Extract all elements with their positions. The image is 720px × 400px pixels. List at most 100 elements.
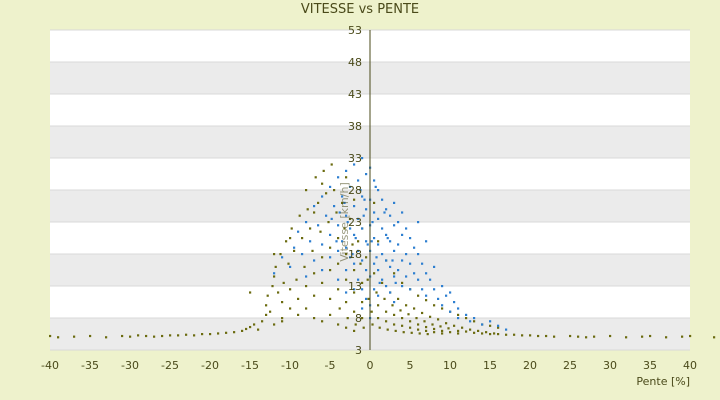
point-series-1: [297, 297, 300, 300]
point-series-1: [305, 189, 308, 192]
point-series-2: [289, 265, 292, 268]
point-series-2: [441, 304, 444, 307]
point-series-2: [353, 163, 356, 166]
x-tick-label: -25: [161, 359, 179, 372]
point-series-2: [393, 224, 396, 227]
point-series-1: [57, 336, 60, 339]
point-series-1: [713, 336, 716, 339]
point-series-1: [314, 176, 317, 179]
x-tick-label: 5: [407, 359, 414, 372]
point-series-2: [370, 240, 373, 243]
point-series-2: [393, 301, 396, 304]
point-series-1: [493, 332, 496, 335]
point-series-1: [405, 304, 408, 307]
point-series-2: [361, 259, 364, 262]
point-series-1: [281, 317, 284, 320]
point-series-1: [417, 328, 420, 331]
point-series-1: [361, 301, 364, 304]
point-series-1: [401, 317, 404, 320]
point-series-1: [513, 333, 516, 336]
point-series-1: [345, 176, 348, 179]
point-series-1: [353, 291, 356, 294]
point-series-2: [374, 185, 377, 188]
point-series-1: [537, 334, 540, 338]
point-series-2: [445, 294, 448, 297]
point-series-1: [295, 278, 298, 281]
point-series-2: [357, 217, 360, 220]
point-series-1: [413, 307, 416, 310]
point-series-2: [351, 253, 354, 256]
point-series-2: [297, 230, 300, 233]
point-series-1: [625, 336, 628, 339]
point-series-1: [287, 262, 290, 265]
point-series-1: [409, 326, 412, 329]
point-series-1: [313, 272, 316, 275]
point-series-1: [353, 198, 356, 201]
point-series-2: [425, 240, 428, 243]
point-series-2: [325, 214, 328, 217]
y-tick-label: 23: [348, 216, 362, 229]
point-series-2: [391, 259, 394, 262]
point-series-1: [365, 256, 368, 259]
point-series-1: [377, 240, 380, 243]
point-series-1: [343, 227, 346, 230]
x-tick-label: 35: [643, 359, 657, 372]
point-series-1: [306, 208, 309, 211]
point-series-1: [445, 322, 448, 325]
point-series-1: [425, 299, 428, 302]
point-series-1: [681, 335, 684, 338]
point-series-2: [375, 256, 378, 259]
point-series-1: [285, 240, 288, 243]
point-series-2: [393, 249, 396, 252]
point-series-2: [353, 288, 356, 291]
point-series-1: [407, 313, 410, 316]
point-series-1: [497, 333, 500, 336]
point-series-1: [410, 331, 413, 334]
point-series-1: [290, 227, 293, 230]
point-series-2: [345, 246, 348, 249]
point-series-1: [481, 332, 484, 335]
point-series-1: [361, 317, 364, 320]
point-series-2: [362, 214, 365, 217]
point-series-2: [293, 246, 296, 249]
point-series-2: [377, 269, 380, 272]
point-series-1: [273, 323, 276, 326]
point-series-1: [353, 310, 356, 313]
point-series-2: [377, 189, 380, 192]
point-series-1: [249, 325, 252, 329]
point-series-1: [383, 297, 386, 300]
point-series-1: [359, 262, 362, 265]
point-series-2: [365, 240, 368, 243]
point-series-1: [465, 330, 468, 333]
data-points: [49, 157, 716, 339]
point-series-1: [89, 334, 92, 338]
point-series-1: [305, 307, 308, 310]
point-series-2: [305, 275, 308, 278]
point-series-2: [425, 272, 428, 275]
point-series-1: [469, 328, 472, 331]
point-series-2: [365, 269, 368, 272]
point-series-2: [373, 179, 376, 182]
point-series-2: [313, 259, 316, 262]
point-series-2: [437, 297, 440, 300]
point-series-1: [333, 189, 336, 192]
point-series-1: [393, 272, 396, 275]
point-series-1: [497, 326, 500, 329]
point-series-1: [137, 334, 140, 337]
point-series-2: [405, 275, 408, 278]
point-series-1: [297, 313, 300, 316]
point-series-2: [397, 243, 400, 246]
point-series-2: [465, 313, 468, 316]
point-series-2: [337, 176, 340, 179]
point-series-2: [381, 198, 384, 201]
x-tick-label: -20: [201, 359, 219, 372]
point-series-2: [357, 179, 360, 182]
point-series-1: [461, 326, 464, 329]
point-series-1: [641, 335, 644, 338]
point-series-1: [346, 317, 349, 320]
point-series-2: [321, 243, 324, 246]
point-series-1: [357, 240, 360, 243]
point-series-2: [345, 269, 348, 272]
point-series-2: [361, 307, 364, 310]
point-series-2: [349, 227, 352, 230]
